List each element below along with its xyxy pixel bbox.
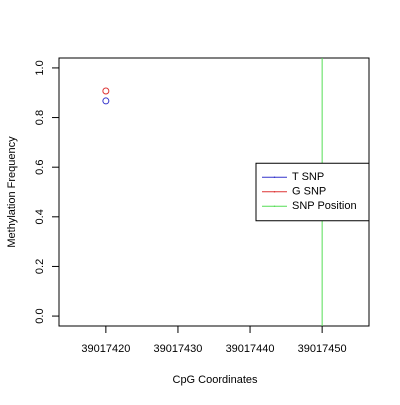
legend-label: SNP Position xyxy=(292,200,357,212)
legend-dot xyxy=(273,176,276,179)
legend-label: T SNP xyxy=(292,171,324,183)
y-tick-label: 1.0 xyxy=(34,60,46,75)
x-tick-label: 39017430 xyxy=(153,343,202,355)
x-tick-label: 39017440 xyxy=(226,343,275,355)
x-tick-label: 39017450 xyxy=(298,343,347,355)
y-tick-label: 0.4 xyxy=(34,209,46,224)
x-tick-label: 39017420 xyxy=(81,343,130,355)
legend-dot xyxy=(273,205,276,208)
y-tick-label: 0.8 xyxy=(34,110,46,125)
legend-dot xyxy=(273,190,276,193)
data-point xyxy=(102,97,110,105)
y-axis-label: Methylation Frequency xyxy=(6,136,18,248)
y-tick-label: 0.6 xyxy=(34,160,46,175)
legend-label: G SNP xyxy=(292,186,326,198)
y-tick-label: 0.2 xyxy=(34,259,46,274)
data-point xyxy=(102,87,110,95)
y-tick-label: 0.0 xyxy=(34,308,46,323)
x-axis-label: CpG Coordinates xyxy=(173,374,258,386)
